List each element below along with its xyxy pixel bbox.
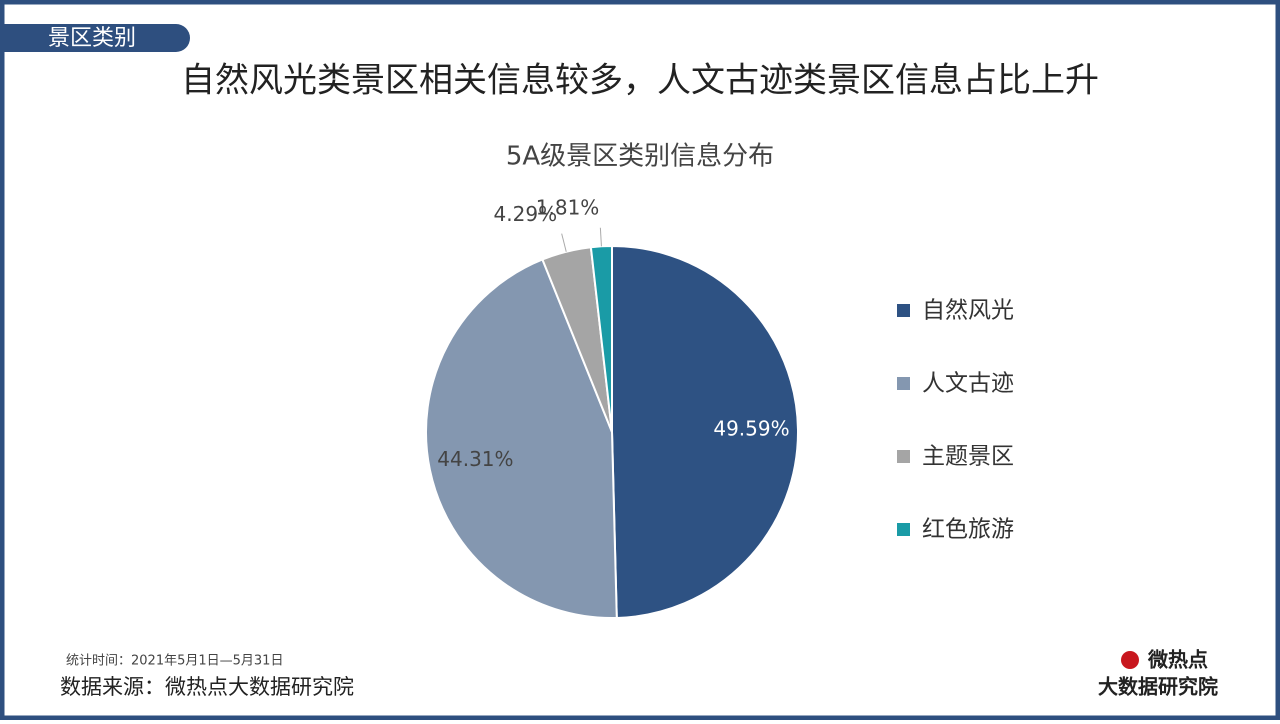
logo-icon: [1121, 651, 1139, 669]
legend-label: 人文古迹: [922, 371, 1014, 397]
legend-swatch: [897, 377, 910, 390]
legend-label: 主题景区: [922, 444, 1014, 470]
chart-title: 5A级景区类别信息分布: [506, 142, 774, 172]
legend-swatch: [897, 523, 910, 536]
section-tag-bg: [0, 24, 190, 52]
legend-swatch: [897, 304, 910, 317]
pie-slice: [589, 244, 613, 433]
section-tag: 景区类别: [48, 26, 136, 51]
logo-line2: 大数据研究院: [1098, 675, 1218, 699]
source: 数据来源：微热点大数据研究院: [60, 675, 354, 699]
pie: 49.59% 44.31% 4.29%1.81%: [425, 196, 799, 619]
data-label: 1.81%: [536, 196, 600, 220]
data-label: 4.29%: [494, 202, 558, 226]
data-label: 49.59%: [713, 417, 789, 441]
pie-slice: [611, 244, 799, 619]
legend-swatch: [897, 450, 910, 463]
footnote: 统计时间：2021年5月1日—5月31日: [66, 654, 283, 669]
data-label: 44.31%: [437, 447, 513, 471]
pie-slice: [425, 258, 618, 619]
legend-label: 自然风光: [922, 298, 1014, 324]
headline: 自然风光类景区相关信息较多，人文古迹类景区信息占比上升: [181, 61, 1099, 101]
logo-line1: 微热点: [1147, 648, 1208, 672]
leader-line: [599, 227, 602, 247]
legend-label: 红色旅游: [922, 517, 1014, 543]
leader-line: [561, 233, 567, 252]
